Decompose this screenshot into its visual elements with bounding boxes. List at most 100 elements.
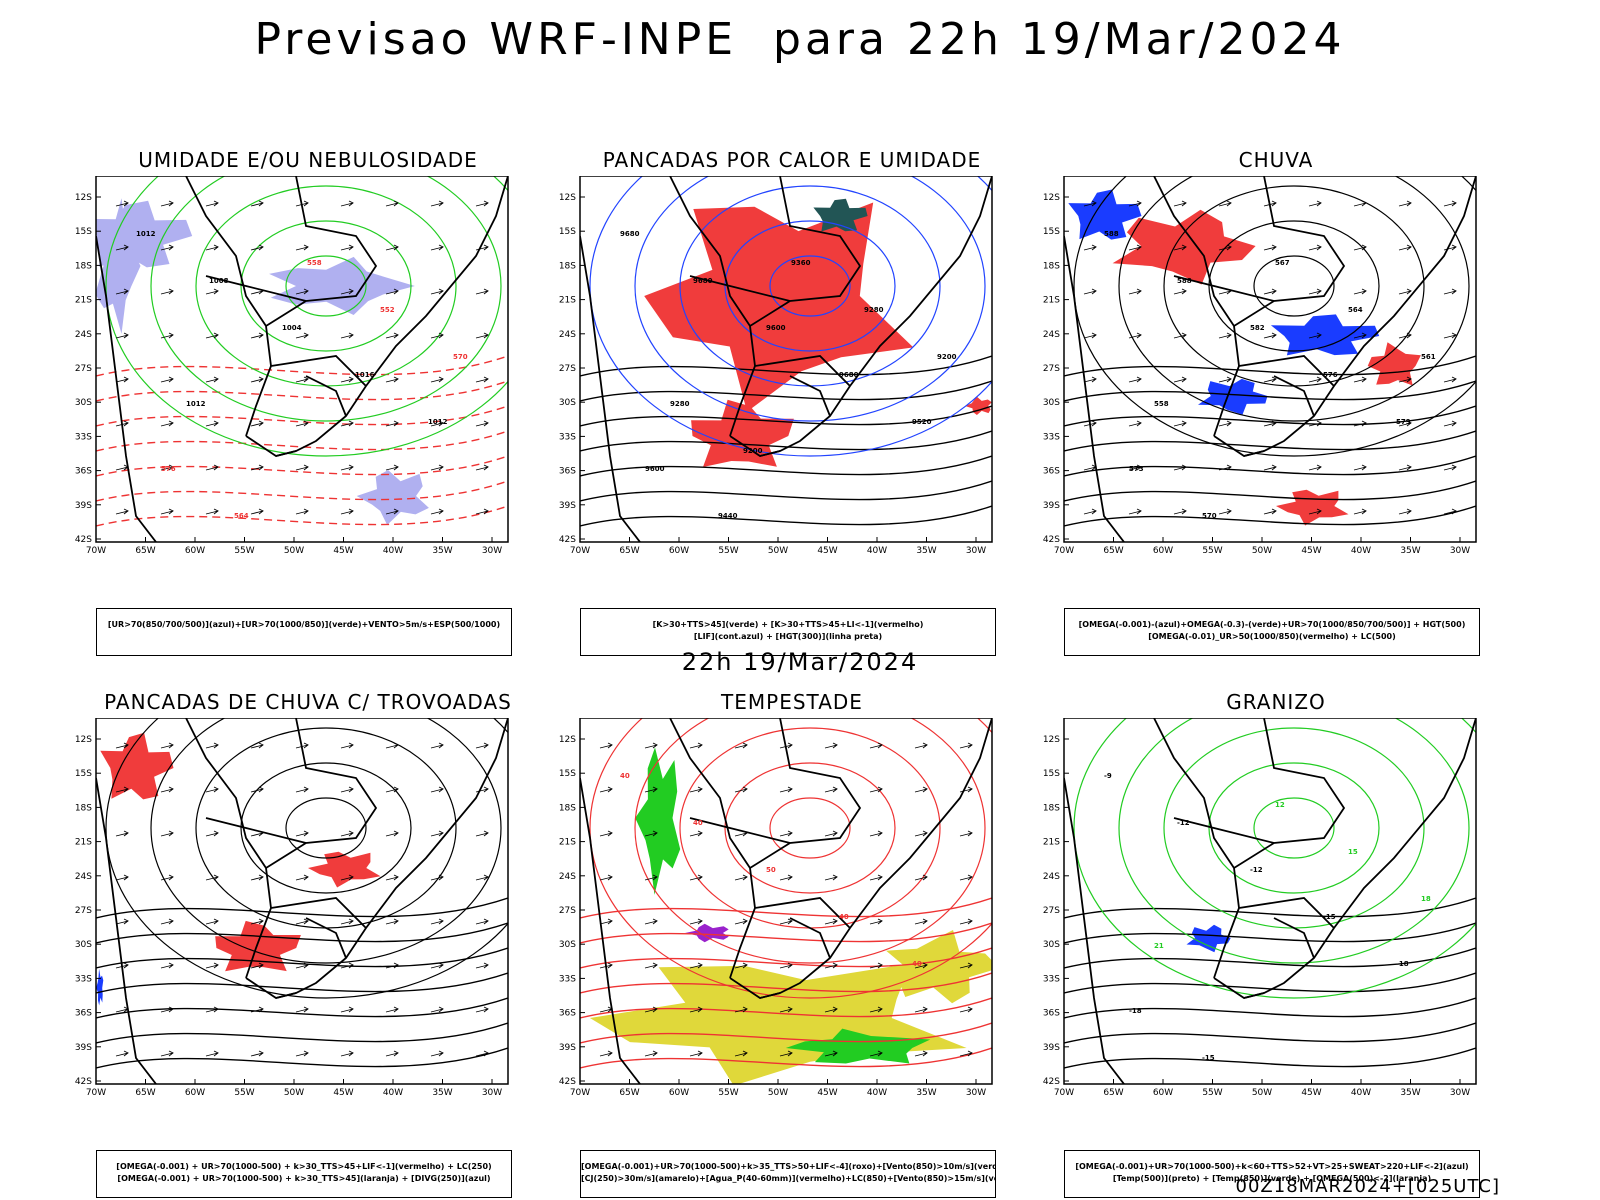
wind-vector: [1263, 464, 1277, 471]
wind-vector: [475, 1050, 489, 1057]
wind-vector: [1443, 244, 1457, 251]
contour-line: [96, 1022, 508, 1044]
lat-label: 15S: [1043, 227, 1060, 237]
wind-vector: [1308, 420, 1322, 427]
legend-line: [UR>70(850/700/500)](azul)+[UR>70(1000/8…: [107, 620, 501, 629]
wind-vector: [115, 376, 129, 383]
wind-vector: [869, 1006, 883, 1013]
lat-label: 18S: [75, 803, 92, 813]
wind-vector: [250, 874, 264, 881]
lat-label: 15S: [75, 769, 92, 779]
contour-label: 573: [1129, 465, 1144, 473]
wind-vector: [385, 420, 399, 427]
contour-line: [580, 997, 992, 1019]
wind-vector: [160, 332, 174, 339]
panel-title: PANCADAS DE CHUVA C/ TROVOADAS: [104, 690, 512, 714]
wind-vector: [689, 830, 703, 837]
wind-vector: [1173, 332, 1187, 339]
wind-vector: [475, 244, 489, 251]
shaded-area: [685, 923, 729, 943]
wind-vector: [1263, 288, 1277, 295]
wind-vector: [869, 786, 883, 793]
legend-line: [OMEGA(-0.001)+UR>70(1000-500)+k>35_TTS>…: [581, 1162, 995, 1171]
wind-vector: [644, 918, 658, 925]
wind-vector: [115, 1050, 129, 1057]
wind-vector: [385, 508, 399, 515]
wind-vector: [689, 874, 703, 881]
contour-ring: [1253, 797, 1335, 859]
wind-vector: [250, 742, 264, 749]
wind-vector: [475, 464, 489, 471]
lat-label: 24S: [559, 872, 576, 882]
wind-vector: [1398, 464, 1412, 471]
wind-vector: [689, 962, 703, 969]
lat-label: 39S: [75, 501, 92, 511]
contour-label: 9280: [670, 400, 690, 408]
wind-vector: [340, 244, 354, 251]
panel-pancadas-calor: PANCADAS POR CALOR E UMIDADE 12S 15S 18S 21…: [542, 148, 1042, 656]
wind-vector: [869, 918, 883, 925]
wind-vector: [115, 288, 129, 295]
wind-vector: [295, 508, 309, 515]
lon-label: 60W: [669, 546, 689, 556]
wind-vector: [430, 288, 444, 295]
lon-label: 65W: [135, 1088, 155, 1098]
lat-label: 42S: [1043, 535, 1060, 545]
contour-ring: [1118, 718, 1470, 964]
contour-line: [580, 355, 992, 377]
wind-vector: [250, 1050, 264, 1057]
shaded-area: [1276, 489, 1349, 526]
shaded-area: [1198, 378, 1268, 415]
lat-label: 42S: [75, 535, 92, 545]
wind-vector: [340, 288, 354, 295]
wind-vector: [599, 874, 613, 881]
wind-vector: [914, 918, 928, 925]
wind-vector: [205, 1050, 219, 1057]
lon-label: 40W: [867, 1088, 887, 1098]
lat-label: 12S: [1043, 193, 1060, 203]
contour-label: 21: [1154, 942, 1164, 950]
wind-vector: [205, 288, 219, 295]
wind-vector: [1353, 288, 1367, 295]
wind-vector: [734, 874, 748, 881]
contour-line: [96, 430, 508, 452]
contour-label: 588: [1104, 230, 1119, 238]
contour-ring: [1163, 727, 1425, 929]
lon-label: 60W: [185, 1088, 205, 1098]
wind-vector: [295, 1050, 309, 1057]
map-frame: [579, 176, 993, 543]
wind-vector: [430, 244, 444, 251]
lat-label: 33S: [1043, 432, 1060, 442]
contour-label: 9440: [718, 512, 738, 520]
wind-vector: [689, 786, 703, 793]
lon-label: 40W: [383, 546, 403, 556]
wind-vector: [1083, 464, 1097, 471]
contour-ring: [769, 255, 851, 317]
shaded-area: [1270, 314, 1380, 356]
contour-line: [1064, 505, 1476, 527]
lon-label: 70W: [1054, 1088, 1074, 1098]
lat-label: 39S: [559, 1043, 576, 1053]
wind-vector: [205, 786, 219, 793]
contour-line: [96, 922, 508, 944]
lon-label: 35W: [1400, 546, 1420, 556]
wind-vector: [1173, 244, 1187, 251]
wind-vector: [295, 244, 309, 251]
contour-line: [96, 972, 508, 994]
map-frame: [1063, 718, 1477, 1085]
lon-label: 70W: [86, 1088, 106, 1098]
lon-label: 45W: [333, 1088, 353, 1098]
lat-label: 21S: [75, 838, 92, 848]
lon-label: 55W: [234, 1088, 254, 1098]
wind-vector: [689, 1050, 703, 1057]
wind-vector: [1218, 420, 1232, 427]
lat-label: 42S: [559, 535, 576, 545]
wind-vector: [295, 420, 309, 427]
wind-vector: [160, 874, 174, 881]
contour-line: [580, 947, 992, 969]
wind-vector: [160, 508, 174, 515]
wind-vector: [205, 742, 219, 749]
contour-label: 564: [234, 512, 249, 520]
